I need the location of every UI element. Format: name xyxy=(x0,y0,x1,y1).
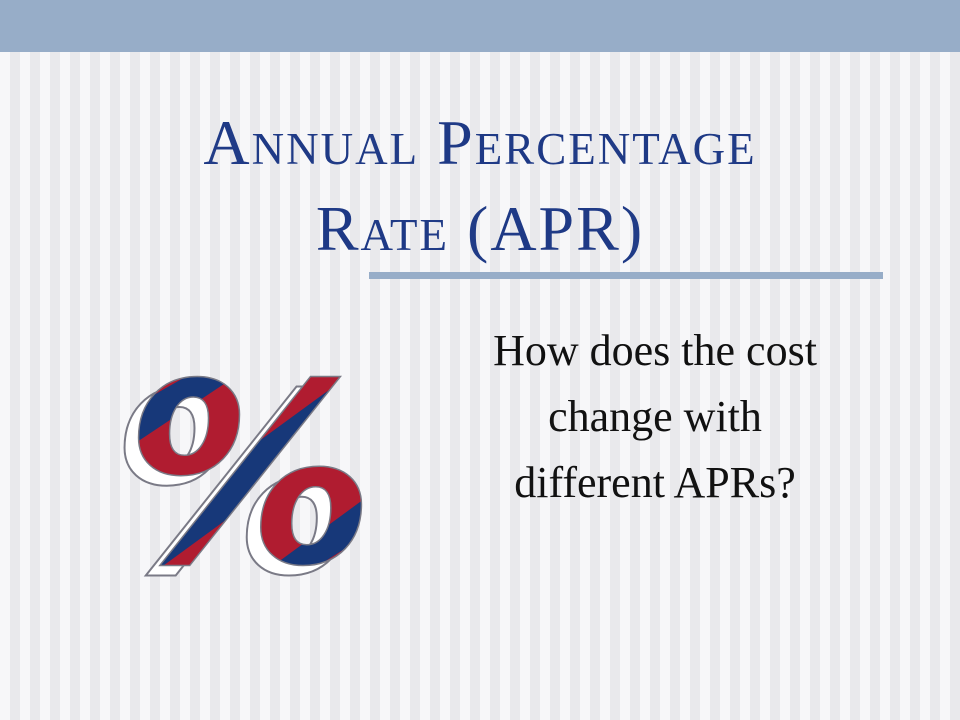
title-divider xyxy=(369,272,883,279)
slide-title-line-2: Rate (APR) xyxy=(315,193,645,264)
subtitle-line-3: different APRs? xyxy=(514,458,796,507)
top-accent-bar xyxy=(0,0,960,52)
subtitle-line-1: How does the cost xyxy=(493,326,817,375)
slide-subtitle: How does the cost change with different … xyxy=(430,318,880,516)
slide-title-line-1: Annual Percentage xyxy=(203,107,757,178)
svg-text:%: % xyxy=(125,340,376,590)
percent-icon: % % % xyxy=(110,329,390,632)
slide-title: Annual Percentage Rate (APR) xyxy=(40,100,920,272)
subtitle-line-2: change with xyxy=(548,392,762,441)
